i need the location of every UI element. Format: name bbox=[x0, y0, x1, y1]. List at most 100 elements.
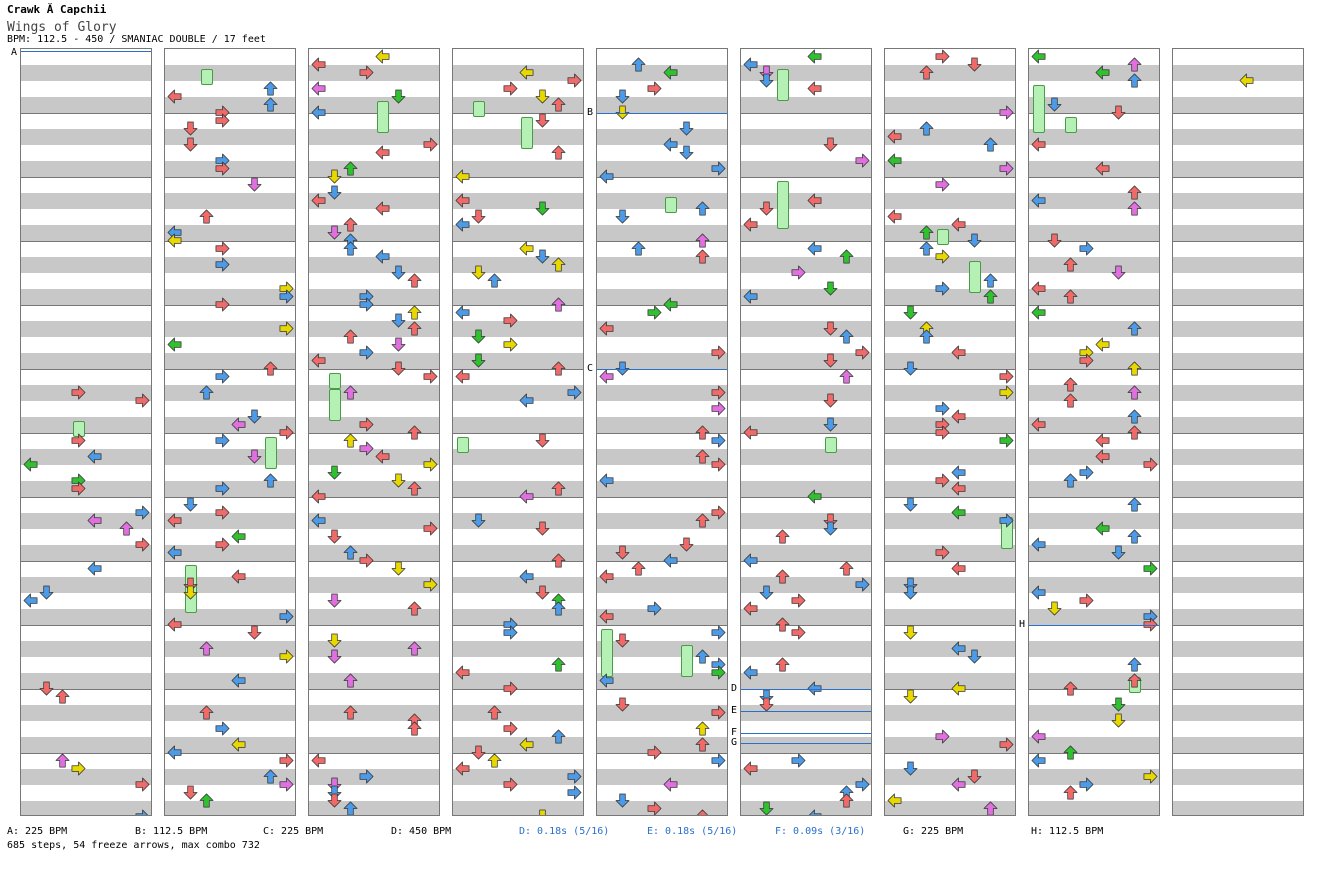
measure-line bbox=[309, 625, 439, 626]
chart-column-2 bbox=[164, 48, 296, 816]
measure-line bbox=[1029, 241, 1159, 242]
chart-column-4 bbox=[452, 48, 584, 816]
speed-marker-line bbox=[741, 711, 871, 712]
measure-line bbox=[885, 241, 1015, 242]
measure-line bbox=[1173, 625, 1303, 626]
measure-line bbox=[885, 689, 1015, 690]
measure-line bbox=[1173, 433, 1303, 434]
speed-marker-label: B bbox=[587, 107, 594, 118]
measure-line bbox=[453, 753, 583, 754]
speed-marker-label: E bbox=[731, 705, 738, 716]
measure-line bbox=[1029, 305, 1159, 306]
legend-item-e-stop: E: 0.18s (5/16) bbox=[647, 826, 738, 837]
measure-line bbox=[597, 561, 727, 562]
freeze-arrow bbox=[377, 101, 389, 133]
freeze-arrow bbox=[521, 117, 533, 149]
freeze-arrow bbox=[473, 101, 485, 117]
measure-line bbox=[741, 305, 871, 306]
speed-marker-line bbox=[741, 689, 871, 690]
measure-line bbox=[1029, 753, 1159, 754]
measure-line bbox=[1173, 369, 1303, 370]
measure-line bbox=[309, 561, 439, 562]
legend-item-d-stop: D: 0.18s (5/16) bbox=[519, 826, 610, 837]
measure-line bbox=[885, 369, 1015, 370]
measure-line bbox=[741, 433, 871, 434]
legend-item-c-bpm: C: 225 BPM bbox=[263, 826, 324, 837]
measure-line bbox=[741, 241, 871, 242]
measure-line bbox=[309, 369, 439, 370]
measure-line bbox=[885, 561, 1015, 562]
measure-line bbox=[165, 433, 295, 434]
measure-line bbox=[1173, 241, 1303, 242]
measure-line bbox=[453, 497, 583, 498]
measure-line bbox=[741, 625, 871, 626]
measure-line bbox=[1173, 305, 1303, 306]
measure-line bbox=[597, 689, 727, 690]
measure-line bbox=[165, 113, 295, 114]
measure-line bbox=[597, 497, 727, 498]
measure-line bbox=[1029, 689, 1159, 690]
measure-line bbox=[597, 433, 727, 434]
speed-marker-line bbox=[597, 369, 727, 370]
chart-column-3 bbox=[308, 48, 440, 816]
freeze-arrow bbox=[665, 197, 677, 213]
freeze-arrow bbox=[681, 645, 693, 677]
freeze-arrow bbox=[329, 373, 341, 389]
measure-line bbox=[453, 625, 583, 626]
measure-line bbox=[165, 497, 295, 498]
measure-line bbox=[453, 113, 583, 114]
legend-item-d-bpm: D: 450 BPM bbox=[391, 826, 452, 837]
measure-line bbox=[309, 497, 439, 498]
speed-marker-line bbox=[597, 113, 727, 114]
freeze-arrow bbox=[777, 181, 789, 229]
chart-column-6 bbox=[740, 48, 872, 816]
chart-artist: Crawk Ă Capchii bbox=[7, 3, 107, 16]
measure-line bbox=[1029, 433, 1159, 434]
measure-line bbox=[1173, 561, 1303, 562]
legend-item-b-bpm: B: 112.5 BPM bbox=[135, 826, 208, 837]
measure-line bbox=[885, 753, 1015, 754]
chart-column-5 bbox=[596, 48, 728, 816]
measure-line bbox=[1029, 113, 1159, 114]
measure-line bbox=[21, 113, 151, 114]
speed-marker-label: F bbox=[731, 727, 738, 738]
measure-line bbox=[21, 625, 151, 626]
song-title: Wings of Glory bbox=[7, 20, 117, 35]
measure-line bbox=[165, 625, 295, 626]
freeze-arrow bbox=[1065, 117, 1077, 133]
measure-line bbox=[741, 561, 871, 562]
measure-line bbox=[165, 241, 295, 242]
chart-column-1 bbox=[20, 48, 152, 816]
measure-line bbox=[309, 113, 439, 114]
measure-line bbox=[309, 753, 439, 754]
measure-line bbox=[165, 177, 295, 178]
measure-line bbox=[21, 433, 151, 434]
measure-line bbox=[1029, 497, 1159, 498]
freeze-arrow bbox=[265, 437, 277, 469]
measure-line bbox=[597, 305, 727, 306]
measure-line bbox=[741, 369, 871, 370]
measure-line bbox=[309, 689, 439, 690]
measure-line bbox=[21, 753, 151, 754]
measure-line bbox=[453, 177, 583, 178]
chart-column-7 bbox=[884, 48, 1016, 816]
measure-line bbox=[1173, 113, 1303, 114]
measure-line bbox=[885, 625, 1015, 626]
chart-column-9 bbox=[1172, 48, 1304, 816]
measure-line bbox=[21, 177, 151, 178]
legend-item-h-bpm: H: 112.5 BPM bbox=[1031, 826, 1104, 837]
measure-line bbox=[597, 177, 727, 178]
measure-line bbox=[21, 497, 151, 498]
measure-line bbox=[309, 177, 439, 178]
freeze-arrow bbox=[937, 229, 949, 245]
measure-line bbox=[1029, 177, 1159, 178]
speed-marker-label: G bbox=[731, 737, 738, 748]
legend-item-a-bpm: A: 225 BPM bbox=[7, 826, 68, 837]
measure-line bbox=[453, 305, 583, 306]
measure-line bbox=[741, 753, 871, 754]
measure-line bbox=[1173, 753, 1303, 754]
freeze-arrow bbox=[329, 389, 341, 421]
measure-line bbox=[453, 561, 583, 562]
chart-meta: BPM: 112.5 - 450 / SMANIAC DOUBLE / 17 f… bbox=[7, 34, 266, 45]
measure-line bbox=[597, 625, 727, 626]
